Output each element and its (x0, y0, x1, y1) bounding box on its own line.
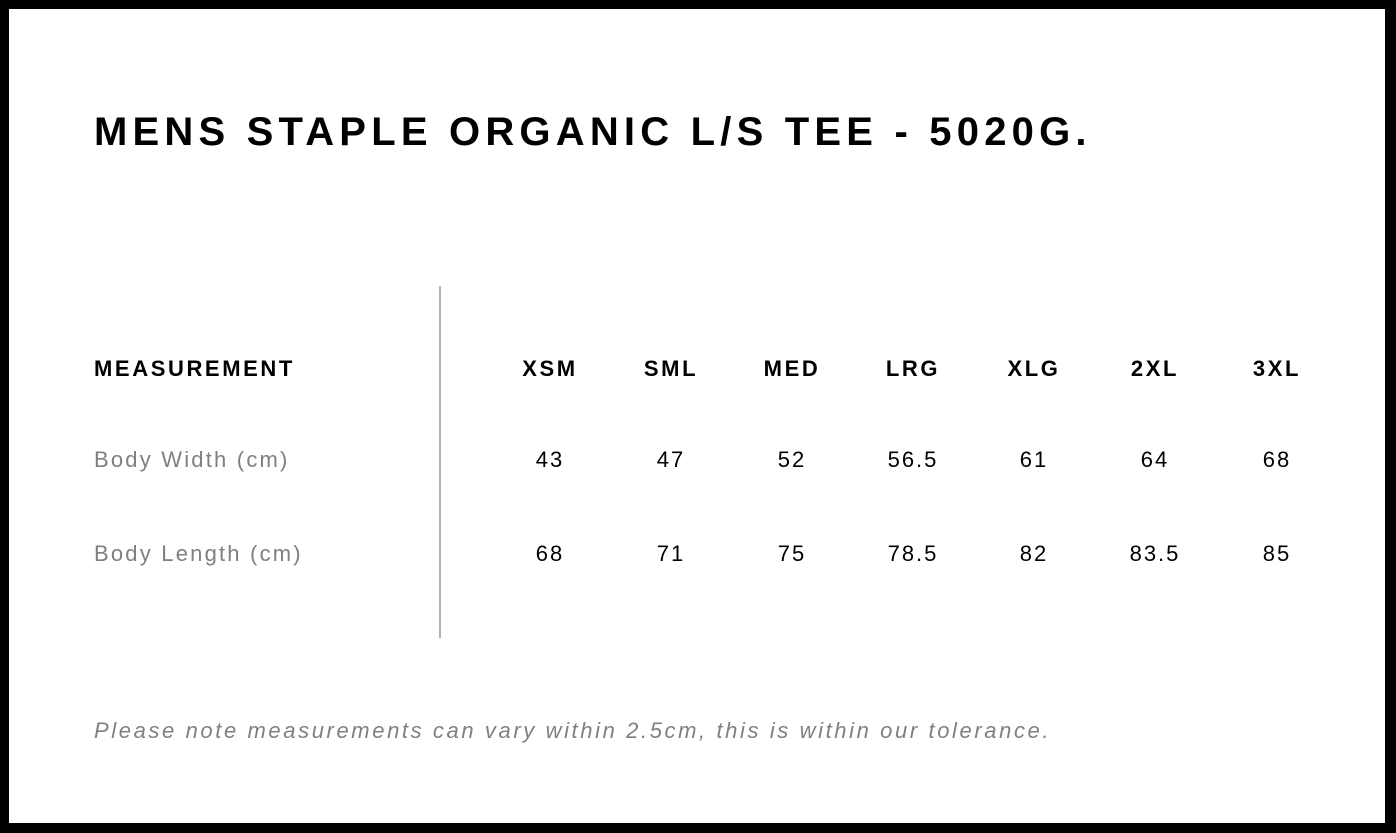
body-width-value: 68 (1262, 447, 1292, 472)
tolerance-note: Please note measurements can vary within… (94, 718, 1052, 743)
body-length-value: 68 (535, 541, 565, 566)
size-header: XLG (1007, 356, 1061, 381)
column-divider (439, 286, 441, 638)
body-width-value: 43 (535, 447, 565, 472)
size-chart-card: MENS STAPLE ORGANIC L/S TEE - 5020G. MEA… (9, 9, 1385, 823)
size-header: XSM (522, 356, 578, 381)
body-length-value: 78.5 (887, 541, 939, 566)
body-length-value: 85 (1262, 541, 1292, 566)
body-width-value: 56.5 (887, 447, 939, 472)
size-header: SML (643, 356, 699, 381)
size-header: MED (763, 356, 821, 381)
body-length-value: 71 (656, 541, 686, 566)
page-title: MENS STAPLE ORGANIC L/S TEE - 5020G. (94, 110, 1092, 154)
body-width-value: 47 (656, 447, 686, 472)
size-header: LRG (885, 356, 941, 381)
body-width-value: 52 (777, 447, 807, 472)
body-width-value: 64 (1140, 447, 1170, 472)
body-length-value: 82 (1019, 541, 1049, 566)
row-label-body-length: Body Length (cm) (94, 541, 303, 566)
body-length-value: 83.5 (1129, 541, 1181, 566)
measurement-header: MEASUREMENT (94, 356, 295, 381)
size-header: 2XL (1130, 356, 1180, 381)
size-header: 3XL (1252, 356, 1302, 381)
row-label-body-width: Body Width (cm) (94, 447, 290, 472)
body-length-value: 75 (777, 541, 807, 566)
body-width-value: 61 (1019, 447, 1049, 472)
